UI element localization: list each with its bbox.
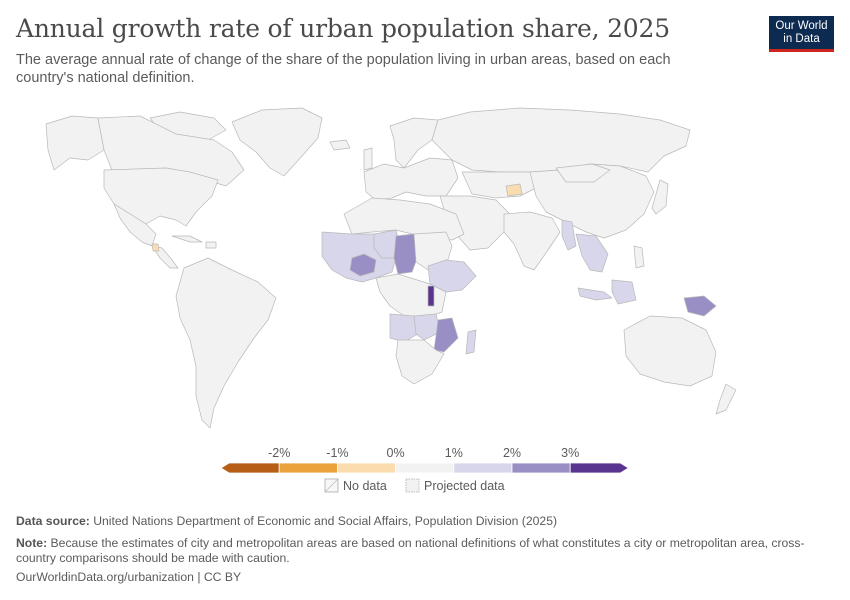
owid-logo[interactable]: Our World in Data [769,16,834,52]
region-cuba[interactable] [171,235,203,243]
region-greenland[interactable] [231,107,323,177]
world-map[interactable] [0,96,850,441]
region-iceland[interactable] [329,139,351,151]
note-label: Note: [16,536,48,550]
legend-tick-2: 0% [387,446,405,460]
region-hispaniola[interactable] [205,241,217,249]
data-source-text: United Nations Department of Economic an… [89,514,558,528]
legend-ticks: -2% -1% 0% 1% 2% 3% [268,446,579,460]
legend-bin-4[interactable] [453,462,513,474]
region-papua-new-guinea[interactable] [683,295,717,317]
region-australia[interactable] [623,315,717,387]
no-data-label: No data [343,479,387,493]
region-myanmar[interactable] [561,219,577,251]
color-legend: -2% -1% 0% 1% 2% 3% No data Projected data [220,446,630,493]
region-new-zealand[interactable] [715,383,737,415]
region-angola[interactable] [389,313,419,343]
region-russia[interactable] [431,107,691,173]
region-borneo[interactable] [611,279,637,305]
region-japan[interactable] [651,179,669,215]
region-north-africa[interactable] [343,197,465,241]
region-uganda[interactable] [427,285,435,307]
source-url[interactable]: OurWorldinData.org/urbanization | CC BY [16,570,242,584]
region-mongolia[interactable] [555,163,611,183]
region-central-america[interactable] [151,245,179,269]
projected-swatch [405,478,420,493]
note: Note: Because the estimates of city and … [16,536,826,566]
region-nigeria[interactable] [349,253,377,277]
region-guatemala[interactable] [151,243,160,252]
chart-subtitle: The average annual rate of change of the… [16,52,671,86]
region-zambia[interactable] [413,313,441,341]
legend-bins [220,462,630,474]
region-europe[interactable] [363,157,459,201]
legend-tick-5: 3% [561,446,579,460]
projected-label: Projected data [424,479,505,493]
data-source-label: Data source: [16,514,90,528]
legend-bin-5[interactable] [511,462,571,474]
legend-bin-3[interactable] [395,462,455,474]
chart-title: Annual growth rate of urban population s… [16,14,670,43]
legend-tick-3: 1% [445,446,463,460]
legend-bin-6[interactable] [569,462,630,474]
region-mozambique[interactable] [433,317,459,353]
note-text: Because the estimates of city and metrop… [16,536,805,565]
region-china[interactable] [529,163,655,239]
legend-bin-1[interactable] [278,462,338,474]
no-data-hatch [324,478,339,493]
data-source: Data source: United Nations Department o… [16,514,557,529]
region-uk[interactable] [363,147,373,171]
region-madagascar[interactable] [465,329,477,355]
legend-tick-0: -2% [268,446,290,460]
region-tajikistan[interactable] [505,183,523,197]
region-central-asia[interactable] [461,171,537,199]
logo-line-1: Our World [775,20,828,32]
region-indonesia[interactable] [577,287,613,301]
legend-bin-0[interactable] [220,462,280,474]
region-southeast-asia[interactable] [575,233,609,273]
logo-line-2: in Data [783,33,820,45]
region-scandinavia[interactable] [389,117,439,169]
region-southern-africa[interactable] [395,339,445,385]
legend-tick-4: 2% [503,446,521,460]
region-india[interactable] [503,211,561,271]
region-south-america[interactable] [175,257,277,429]
region-alaska[interactable] [45,115,105,171]
legend-tick-1: -1% [326,446,348,460]
region-philippines[interactable] [633,245,645,269]
legend-bin-2[interactable] [336,462,396,474]
